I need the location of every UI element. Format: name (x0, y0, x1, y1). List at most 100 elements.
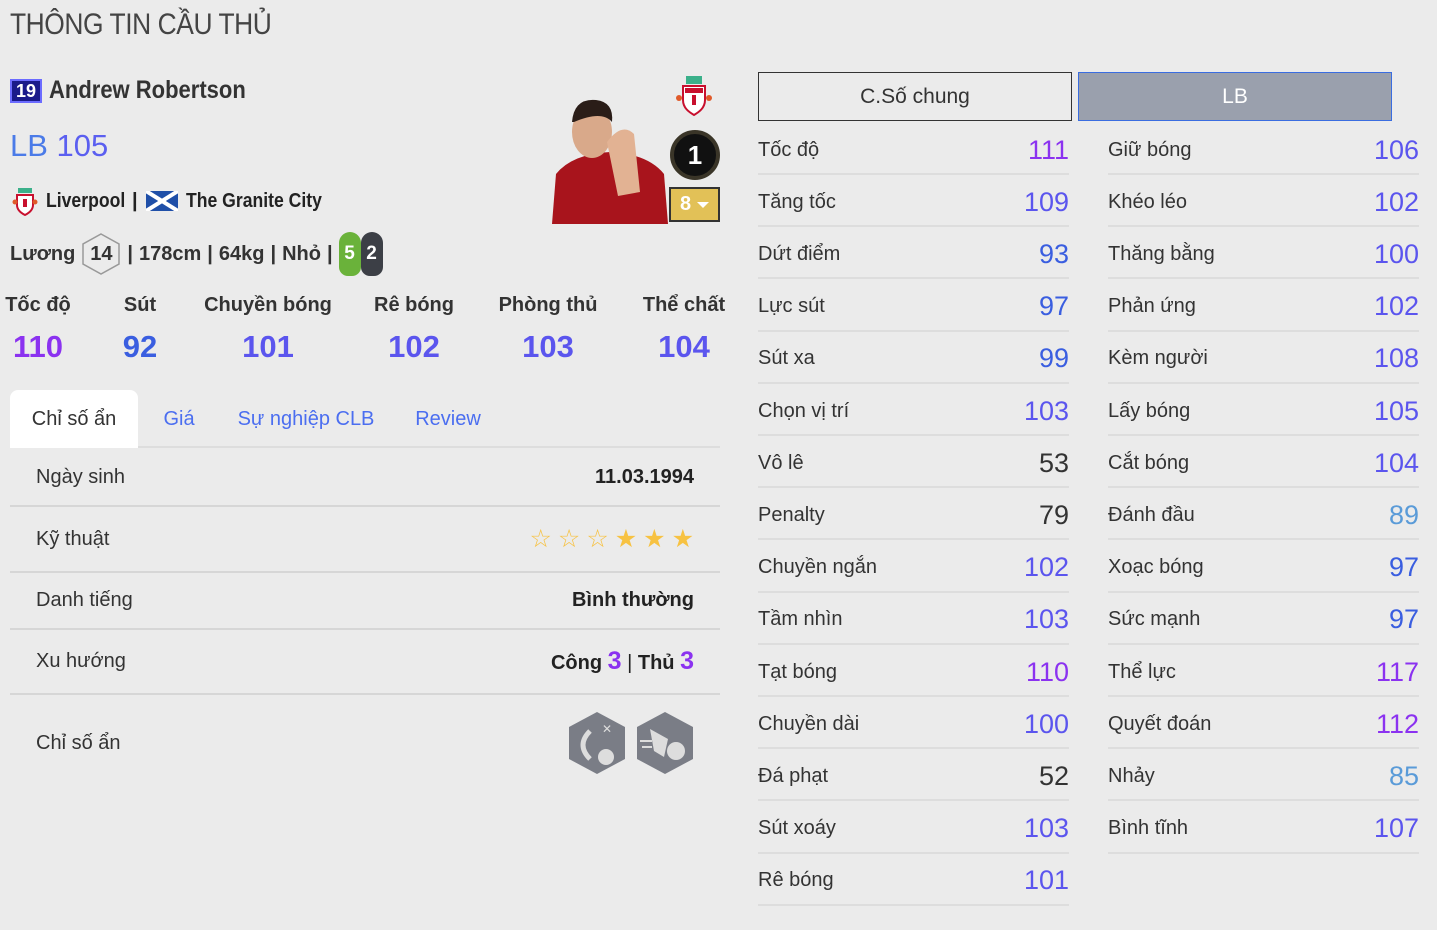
stat-value: 99 (1038, 343, 1069, 374)
birth-date: 11.03.1994 (595, 466, 694, 488)
attack-rate: 3 (607, 647, 622, 675)
general-stats-button[interactable]: C.Số chung (758, 72, 1072, 121)
stat-row: Khéo léo 102 (1108, 175, 1419, 228)
stat-name: Phản ứng (1108, 295, 1196, 318)
tab-bar: Chỉ số ẩn Giá Sự nghiệp CLB Review (10, 390, 720, 448)
stat-name: Sút xa (758, 347, 815, 370)
stat-row: Thăng bằng 100 (1108, 227, 1419, 280)
stat-value: 111 (1027, 134, 1069, 165)
stat-value: 85 (1388, 760, 1419, 791)
main-stat-label: Thể chất (642, 294, 726, 316)
early-crosser-icon[interactable]: ✕ (568, 711, 626, 775)
stat-value: 97 (1038, 291, 1069, 322)
star-empty-icon: ☆ (529, 525, 552, 553)
stat-name: Tạt bóng (758, 660, 837, 683)
main-stat-value: 110 (12, 329, 63, 364)
speed-dribbler-icon[interactable] (636, 711, 694, 775)
work-rate: Công 3 | Thủ 3 (551, 647, 694, 676)
stat-value: 89 (1388, 499, 1419, 530)
club-line: Liverpool | The Granite City (12, 186, 340, 216)
main-stat-value: 101 (242, 329, 294, 364)
main-stat-value: 104 (658, 329, 710, 364)
stat-row: Sút xoáy 103 (758, 802, 1069, 854)
separator: | (326, 242, 333, 265)
main-stat: Rê bóng 102 (344, 294, 484, 365)
stat-name: Khéo léo (1108, 190, 1187, 213)
chevron-down-icon (697, 201, 710, 208)
stat-value: 110 (1025, 656, 1069, 687)
stat-value: 103 (1023, 604, 1069, 635)
salary-badge: 14 (81, 232, 121, 276)
stat-value: 97 (1388, 552, 1419, 583)
reputation-row: Danh tiếng Bình thường (10, 573, 720, 630)
stat-value: 108 (1373, 343, 1419, 374)
weight: 64kg (218, 242, 265, 265)
stat-name: Chuyền dài (758, 712, 860, 735)
stat-name: Kèm người (1108, 347, 1208, 370)
skill-stars: ☆ ☆ ☆ ★ ★ ★ (523, 524, 694, 554)
tab-price[interactable]: Giá (163, 407, 195, 430)
stat-name: Giữ bóng (1108, 138, 1192, 161)
player-name: Andrew Robertson (49, 76, 246, 104)
position-stats-button[interactable]: LB (1078, 72, 1392, 121)
stat-name: Đá phạt (758, 764, 829, 787)
stat-row: Phản ứng 102 (1108, 280, 1419, 332)
work-rate-label: Xu hướng (36, 650, 126, 672)
star-filled-icon: ★ (614, 525, 638, 553)
stat-value: 107 (1373, 813, 1419, 844)
salary-label: Lương (10, 242, 76, 265)
stat-row: Đá phạt 52 (758, 749, 1069, 802)
stat-row: Bình tĩnh 107 (1108, 802, 1419, 854)
star-empty-icon: ☆ (586, 525, 609, 553)
salary: 14 (90, 242, 113, 265)
stat-value: 53 (1038, 447, 1069, 478)
liverpool-crest-icon (676, 76, 712, 117)
stat-name: Rê bóng (758, 869, 834, 892)
main-stat-value: 102 (388, 329, 440, 364)
separator: | (132, 189, 138, 212)
stat-row: Penalty 79 (758, 488, 1069, 541)
stat-name: Cắt bóng (1108, 451, 1190, 474)
left-foot-badge: 5 (338, 232, 361, 276)
stat-value: 97 (1388, 604, 1419, 635)
stat-value: 104 (1373, 447, 1419, 478)
stat-row: Tạt bóng 110 (758, 645, 1069, 697)
scotland-flag-icon (145, 191, 178, 211)
right-foot-badge: 2 (360, 232, 383, 276)
upgrade-level-dropdown[interactable]: 8 (669, 187, 720, 222)
main-stat: Thể chất 104 (614, 294, 754, 365)
main-stat: Chuyền bóng 101 (198, 294, 338, 365)
reputation-label: Danh tiếng (36, 589, 133, 611)
stat-row: Tăng tốc 109 (758, 175, 1069, 228)
ovr: 105 (56, 128, 109, 163)
position: LB (10, 128, 48, 163)
reputation: Bình thường (571, 589, 694, 611)
stat-row: Xoạc bóng 97 (1108, 541, 1419, 593)
birth-row: Ngày sinh 11.03.1994 (10, 450, 720, 507)
defense-rate: 3 (680, 647, 694, 675)
svg-text:✕: ✕ (602, 722, 612, 736)
body-type: Nhỏ (282, 242, 321, 265)
stat-name: Dứt điểm (758, 242, 841, 265)
stat-row: Tốc độ 111 (758, 123, 1069, 175)
tab-review[interactable]: Review (415, 407, 481, 430)
stat-name: Penalty (758, 503, 825, 526)
stat-name: Bình tĩnh (1108, 817, 1189, 840)
stat-row: Đánh đầu 89 (1108, 488, 1419, 541)
stat-row: Kèm người 108 (1108, 332, 1419, 384)
stat-row: Rê bóng 101 (758, 854, 1069, 906)
stat-name: Quyết đoán (1108, 712, 1212, 735)
star-filled-icon: ★ (643, 525, 666, 553)
skill-label: Kỹ thuật (36, 527, 110, 550)
club-name[interactable]: Liverpool (46, 189, 126, 212)
tab-hidden-stats[interactable]: Chỉ số ẩn (10, 390, 138, 448)
stat-name: Vô lê (758, 451, 804, 474)
stat-value: 106 (1373, 134, 1419, 165)
stat-row: Chuyền dài 100 (758, 697, 1069, 750)
stat-row: Vô lê 53 (758, 436, 1069, 489)
tab-club-career[interactable]: Sự nghiệp CLB (237, 407, 375, 430)
stat-value: 103 (1023, 813, 1069, 844)
info-line: Lương 14 | 178cm | 64kg | Nhỏ | 5 2 (10, 232, 383, 276)
stat-value: 93 (1038, 238, 1069, 269)
attack-label: Công (550, 652, 603, 674)
